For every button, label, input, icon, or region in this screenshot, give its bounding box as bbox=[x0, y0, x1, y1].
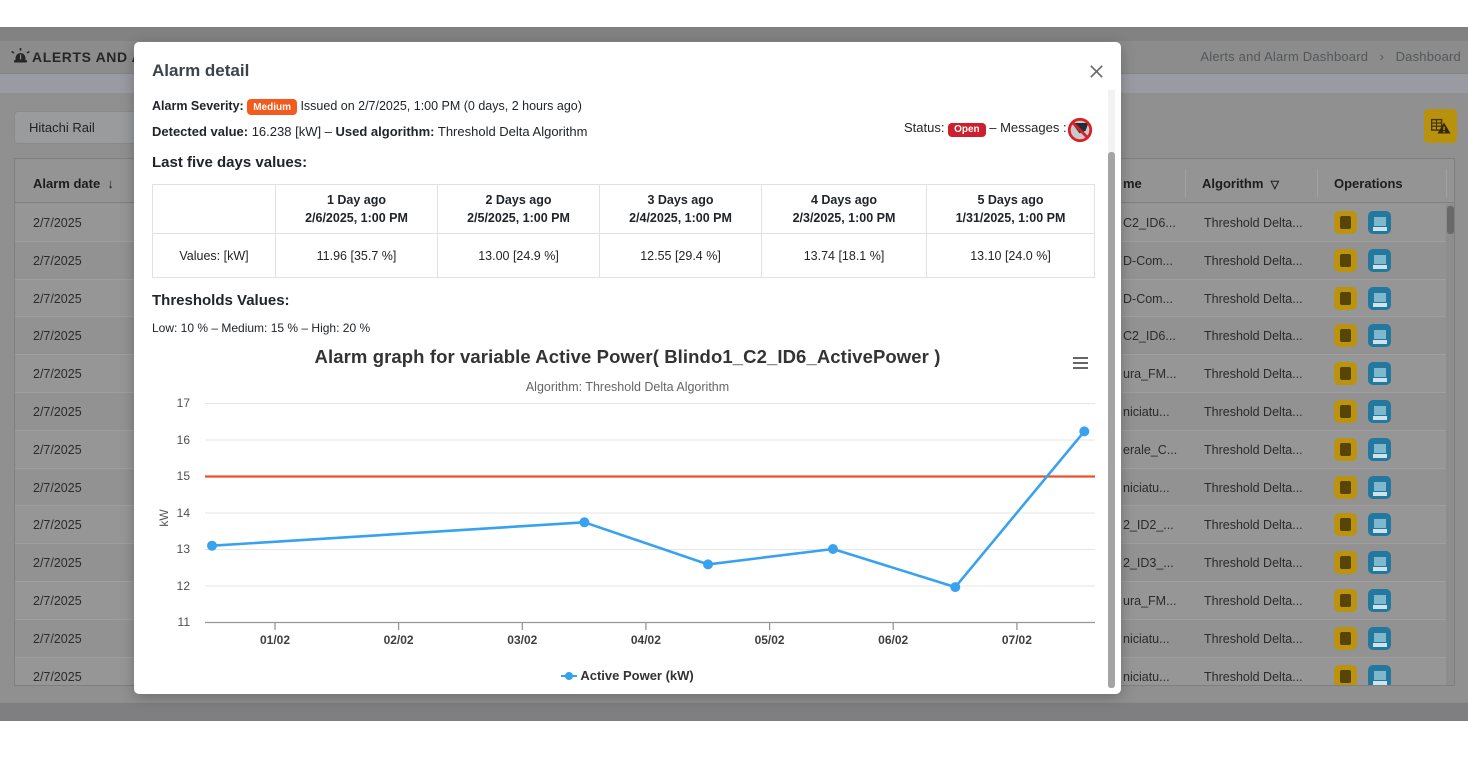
svg-text:15: 15 bbox=[177, 469, 191, 483]
svg-text:07/02: 07/02 bbox=[1002, 633, 1032, 647]
svg-text:17: 17 bbox=[177, 396, 191, 410]
svg-text:kW: kW bbox=[157, 509, 171, 527]
svg-text:03/02: 03/02 bbox=[507, 633, 537, 647]
svg-text:11: 11 bbox=[178, 615, 191, 629]
svg-text:02/02: 02/02 bbox=[384, 633, 414, 647]
svg-text:04/02: 04/02 bbox=[631, 633, 661, 647]
svg-text:16: 16 bbox=[177, 433, 191, 447]
svg-text:12: 12 bbox=[177, 579, 191, 593]
svg-text:06/02: 06/02 bbox=[878, 633, 908, 647]
svg-text:01/02: 01/02 bbox=[260, 633, 290, 647]
svg-text:14: 14 bbox=[177, 506, 191, 520]
svg-text:13: 13 bbox=[177, 542, 191, 556]
svg-text:05/02: 05/02 bbox=[755, 633, 785, 647]
